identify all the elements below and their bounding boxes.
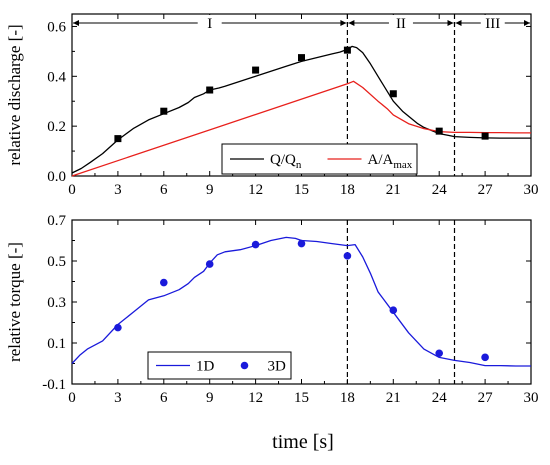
y-tick-label: 0.7 — [47, 213, 66, 229]
x-tick-label: 12 — [248, 182, 263, 198]
x-tick-label: 0 — [68, 390, 76, 406]
legend-label: 1D — [196, 359, 215, 375]
phase-label-bg — [480, 15, 505, 31]
legend-label-subscript: n — [296, 159, 302, 171]
data-point-dot — [435, 349, 444, 358]
legend-dot-swatch — [240, 361, 249, 370]
x-tick-label: 21 — [386, 390, 401, 406]
phase-label-bg — [197, 15, 222, 31]
x-tick-label: 18 — [340, 182, 355, 198]
x-tick-label: 6 — [160, 182, 168, 198]
y-tick-label: 0.6 — [47, 19, 66, 35]
data-point-dot — [343, 252, 352, 260]
phase-label-bg — [388, 15, 413, 31]
phase-arrow-head-left — [348, 20, 355, 26]
data-point-dot — [481, 353, 489, 362]
x-tick-label: 15 — [294, 182, 309, 198]
x-tick-label: 24 — [432, 182, 448, 198]
legend-label-main: 1D — [196, 359, 215, 375]
data-point-square — [252, 66, 260, 74]
data-point-square — [481, 132, 489, 140]
data-point-square — [206, 86, 214, 94]
x-tick-label: 0 — [68, 182, 76, 198]
y-tick-label: 0.4 — [47, 69, 66, 85]
x-tick-label: 27 — [478, 182, 494, 198]
series-line — [71, 236, 531, 367]
legend-label-main: Q/Q — [270, 152, 296, 168]
x-tick-label: 3 — [114, 390, 122, 406]
data-point-square — [298, 54, 305, 62]
x-tick-label: 15 — [294, 390, 309, 406]
y-tick-label: 0.1 — [47, 336, 66, 352]
data-point-dot — [160, 278, 168, 287]
x-tick-label: 9 — [206, 182, 214, 198]
series-line — [71, 80, 531, 177]
y-tick-label: 0.3 — [47, 295, 66, 311]
legend: Q/Qn A/Amax — [221, 143, 418, 175]
discharge-panel: 0 3 6 9 12 15 18 21 24 27 30 0.0 0.2 0.4 0.6 relative d… — [5, 13, 539, 198]
x-tick-label: 6 — [160, 390, 168, 406]
y-axis-title: relative discharge [-] — [5, 24, 24, 165]
phase-arrow-head-right — [447, 20, 454, 26]
phase-arrow-head-right — [340, 20, 347, 26]
y-axis-title: relative torque [-] — [5, 242, 24, 362]
x-tick-label: 27 — [478, 390, 494, 406]
data-point-dot — [205, 260, 214, 268]
x-tick-label: 30 — [524, 390, 539, 406]
x-tick-label: 18 — [340, 390, 355, 406]
x-tick-label: 12 — [248, 390, 263, 406]
data-point-dot — [114, 323, 122, 332]
data-point-dot — [251, 240, 260, 249]
phase-label: II — [396, 16, 406, 32]
legend-label: A/Amax — [368, 152, 413, 171]
data-point-square — [114, 135, 122, 143]
torque-panel: 0 3 6 9 12 15 18 21 24 27 30 -0.1 0.1 0.3 0.5 0.7 relati… — [5, 213, 539, 406]
y-tick-label: 0.0 — [47, 169, 66, 185]
legend-label-main: A/A — [368, 152, 394, 168]
data-point-square — [435, 127, 443, 135]
y-tick-label: -0.1 — [42, 377, 66, 393]
data-point-square — [343, 46, 351, 54]
legend-label-subscript: max — [393, 159, 412, 171]
y-tick-label: 0.2 — [47, 119, 66, 135]
data-point-square — [389, 90, 397, 98]
legend-label: 3D — [268, 359, 287, 375]
data-point-dot — [389, 306, 398, 315]
phase-label: I — [207, 16, 212, 32]
phase-label: III — [485, 16, 500, 32]
x-tick-label: 24 — [432, 390, 448, 406]
x-tick-label: 21 — [386, 182, 401, 198]
x-tick-label: 9 — [206, 390, 214, 406]
legend-label-main: 3D — [268, 359, 287, 375]
data-point-dot — [297, 239, 306, 248]
phase-arrow-head-left — [455, 20, 462, 26]
legend: 1D 3D — [147, 351, 292, 380]
x-tick-label: 3 — [114, 182, 122, 198]
legend-label: Q/Qn — [270, 152, 302, 171]
x-tick-label: 30 — [524, 182, 539, 198]
data-point-square — [160, 107, 168, 115]
phase-arrow-head-left — [73, 20, 79, 26]
phase-arrow-head-right — [524, 20, 530, 26]
x-axis-title: time [s] — [272, 431, 334, 453]
y-tick-label: 0.5 — [47, 254, 66, 270]
